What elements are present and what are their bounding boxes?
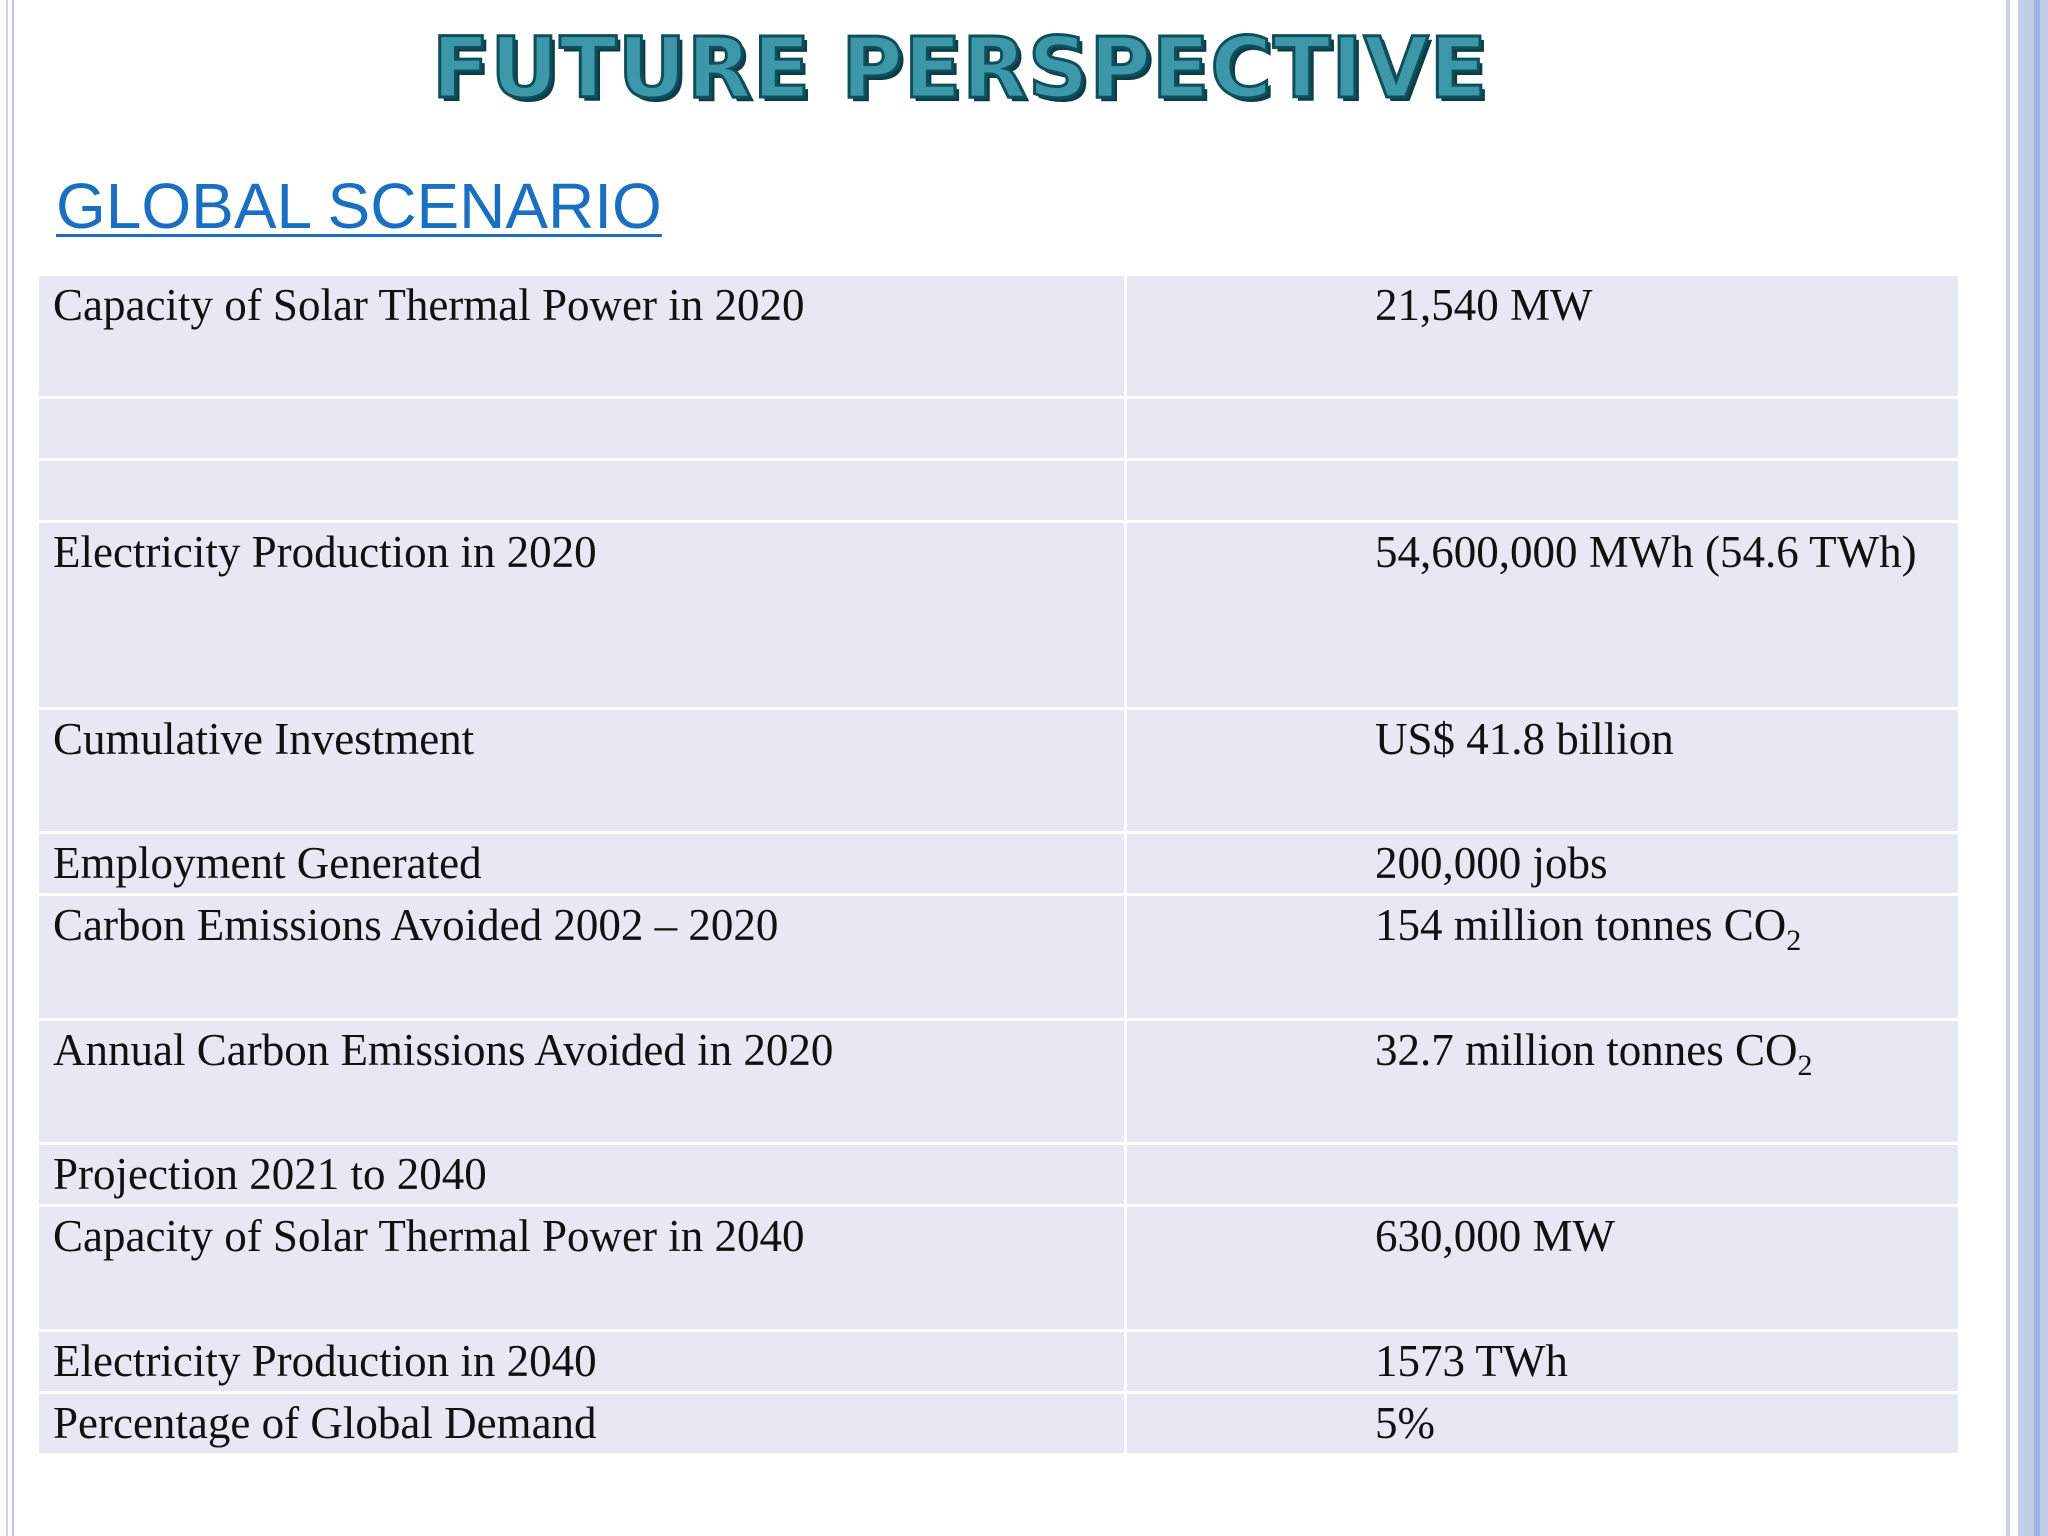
- left-decorative-border: [0, 0, 26, 1536]
- table-row: Carbon Emissions Avoided 2002 – 2020 154…: [36, 893, 1961, 1021]
- row-value: [1124, 396, 1961, 461]
- row-label: Cumulative Investment: [36, 707, 1127, 834]
- table-row: Percentage of Global Demand 5%: [36, 1391, 1961, 1456]
- table-row: Employment Generated 200,000 jobs: [36, 831, 1961, 896]
- table-row: [36, 458, 1961, 523]
- table-row: Capacity of Solar Thermal Power in 2040 …: [36, 1204, 1961, 1332]
- table-row: Cumulative Investment US$ 41.8 billion: [36, 707, 1961, 834]
- table-row: Annual Carbon Emissions Avoided in 2020 …: [36, 1018, 1961, 1145]
- table-row: [36, 396, 1961, 461]
- row-label: Annual Carbon Emissions Avoided in 2020: [36, 1018, 1127, 1145]
- scenario-table: Capacity of Solar Thermal Power in 2020 …: [36, 273, 1961, 1456]
- row-value: 1573 TWh: [1124, 1329, 1961, 1394]
- row-label: Employment Generated: [36, 831, 1127, 896]
- row-value: 21,540 MW: [1124, 273, 1961, 399]
- row-value: [1124, 1142, 1961, 1207]
- row-value: US$ 41.8 billion: [1124, 707, 1961, 834]
- row-label: Projection 2021 to 2040: [36, 1142, 1127, 1207]
- row-label: Capacity of Solar Thermal Power in 2040: [36, 1204, 1127, 1332]
- row-value: 54,600,000 MWh (54.6 TWh): [1124, 520, 1961, 710]
- table-row: Capacity of Solar Thermal Power in 2020 …: [36, 273, 1961, 399]
- row-label: [36, 396, 1127, 461]
- row-value: 200,000 jobs: [1124, 831, 1961, 896]
- row-value: 32.7 million tonnes CO2: [1124, 1018, 1961, 1145]
- right-decorative-border: [1948, 0, 2048, 1536]
- row-label: Capacity of Solar Thermal Power in 2020: [36, 273, 1127, 399]
- table-row: Electricity Production in 2040 1573 TWh: [36, 1329, 1961, 1394]
- row-label: Electricity Production in 2020: [36, 520, 1127, 710]
- row-value: 630,000 MW: [1124, 1204, 1961, 1332]
- row-label: Carbon Emissions Avoided 2002 – 2020: [36, 893, 1127, 1021]
- table-row: Electricity Production in 2020 54,600,00…: [36, 520, 1961, 710]
- row-value: 5%: [1124, 1391, 1961, 1456]
- slide-title: FUTURE PERSPECTIVE: [430, 18, 1489, 119]
- row-value: 154 million tonnes CO2: [1124, 893, 1961, 1021]
- subscript: 2: [1786, 924, 1802, 957]
- slide-subtitle: GLOBAL SCENARIO: [56, 170, 662, 242]
- row-label: Electricity Production in 2040: [36, 1329, 1127, 1394]
- row-label: [36, 458, 1127, 523]
- row-value: [1124, 458, 1961, 523]
- row-label: Percentage of Global Demand: [36, 1391, 1127, 1456]
- table-row: Projection 2021 to 2040: [36, 1142, 1961, 1207]
- subscript: 2: [1797, 1049, 1813, 1082]
